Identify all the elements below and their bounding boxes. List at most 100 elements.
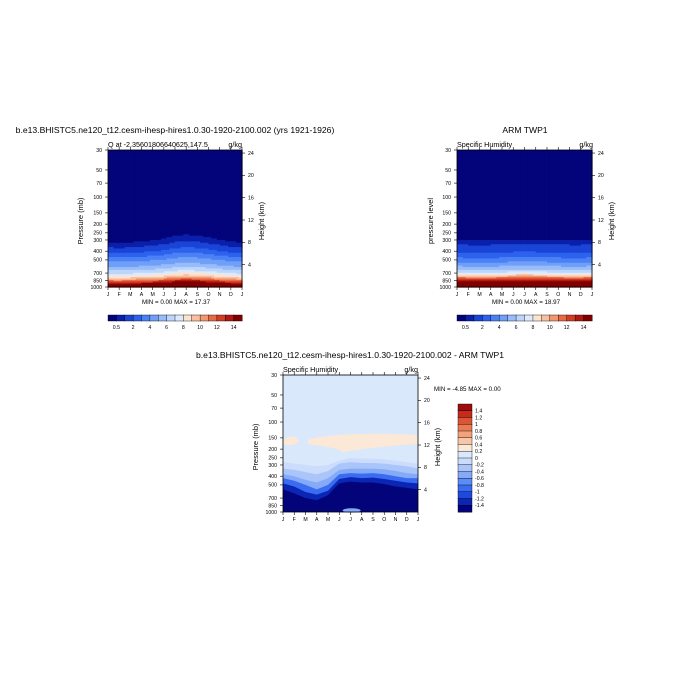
obs-field-cell xyxy=(527,257,531,262)
model-field-cell xyxy=(219,277,224,280)
model-field-cell xyxy=(163,150,168,240)
model-field-cell xyxy=(233,278,238,281)
difference-units-label: g/kg xyxy=(404,365,418,374)
model-field-cell xyxy=(127,269,131,275)
difference-x-tick-label: A xyxy=(360,517,364,523)
model-field-cell xyxy=(161,264,165,270)
difference-colorbar-label: 1 xyxy=(475,422,478,428)
model-field-cell xyxy=(175,275,179,278)
model-field-cell xyxy=(228,269,232,274)
model-field-cell xyxy=(130,252,134,258)
obs-y-tick-label: 400 xyxy=(442,249,451,255)
model-field-cell xyxy=(110,150,115,244)
model-field-cell xyxy=(108,275,112,280)
model-field-cell xyxy=(211,274,215,277)
model-field-cell xyxy=(144,277,148,280)
obs-field-cell xyxy=(580,272,585,275)
model-colorbar-label: 2 xyxy=(132,325,135,331)
model-field-cell xyxy=(194,275,198,278)
obs-field-cell xyxy=(485,278,489,281)
model-field-cell xyxy=(149,239,154,247)
obs-field-cell xyxy=(457,150,461,241)
obs-field-cell xyxy=(561,278,565,281)
model-field-cell xyxy=(225,272,229,277)
model-field-cell xyxy=(116,269,120,275)
obs-field-cell xyxy=(538,265,542,271)
obs-field-cell xyxy=(555,279,559,282)
model-field-cell xyxy=(144,275,148,278)
obs-field-cell xyxy=(473,272,478,275)
obs-field-cell xyxy=(504,281,509,288)
obs-field-cell xyxy=(572,245,576,254)
obs-field-cell xyxy=(487,281,492,288)
obs-field-cell xyxy=(468,262,472,268)
obs-field-cell xyxy=(561,281,565,288)
model-field-cell xyxy=(152,265,157,271)
obs-field-cell xyxy=(490,258,495,264)
obs-field-cell xyxy=(462,244,467,254)
obs-field-cell xyxy=(459,262,464,267)
obs-field-cell xyxy=(583,279,587,282)
model-field-cell xyxy=(155,265,159,270)
obs-field-cell xyxy=(583,269,587,274)
obs-field-cell xyxy=(535,257,540,262)
obs-field-cell xyxy=(496,274,500,277)
obs-field-cell xyxy=(507,239,512,245)
model-field-cell xyxy=(108,279,112,282)
model-field-cell xyxy=(108,278,112,281)
model-x-tick-label: D xyxy=(229,292,233,298)
obs-field-cell xyxy=(569,258,573,264)
model-field-cell xyxy=(133,267,137,271)
obs-field-cell xyxy=(465,244,469,254)
model-field-cell xyxy=(186,262,190,268)
obs-field-cell xyxy=(476,272,481,275)
model-field-cell xyxy=(222,277,226,280)
obs-field-cell xyxy=(575,275,579,278)
model-field-cell xyxy=(158,281,162,284)
obs-field-cell xyxy=(532,277,537,280)
model-field-cell xyxy=(180,235,184,242)
model-field-cell xyxy=(166,279,171,282)
model-field-cell xyxy=(149,275,154,278)
model-field-cell xyxy=(228,247,232,254)
obs-field-cell xyxy=(575,258,579,264)
model-field-cell xyxy=(211,282,215,288)
model-y-tick-label: 70 xyxy=(96,181,102,187)
obs-field-cell xyxy=(561,258,565,264)
obs-field-cell xyxy=(459,278,464,281)
model-colorbar-swatch xyxy=(116,314,126,322)
model-field-cell xyxy=(216,239,221,245)
obs-field-cell xyxy=(532,279,537,282)
obs-x-tick-label: J xyxy=(456,292,459,298)
obs-field-cell xyxy=(502,278,506,281)
model-field-cell xyxy=(121,278,126,281)
obs-field-cell xyxy=(490,279,495,282)
model-field-cell xyxy=(133,252,137,258)
model-field-cell xyxy=(161,255,165,261)
obs-field-cell xyxy=(580,277,585,280)
model-field-cell xyxy=(166,264,171,270)
obs-field-cell xyxy=(459,274,464,277)
model-field-cell xyxy=(177,150,182,237)
obs-field-cell xyxy=(462,150,467,241)
model-field-cell xyxy=(239,284,243,288)
model-field-cell xyxy=(200,252,204,260)
obs-field-cell xyxy=(527,278,531,281)
model-y-tick-label: 1000 xyxy=(90,285,102,291)
model-field-cell xyxy=(149,269,154,274)
model-field-cell xyxy=(169,258,173,265)
model-field-cell xyxy=(236,247,240,254)
obs-field-cell xyxy=(518,261,523,267)
obs-field-cell xyxy=(580,275,585,278)
obs-field-cell xyxy=(482,258,486,264)
obs-field-cell xyxy=(510,271,514,275)
obs-field-cell xyxy=(535,275,540,278)
obs-field-cell xyxy=(586,252,590,258)
obs-field-cell xyxy=(569,245,573,254)
model-field-cell xyxy=(186,272,190,275)
model-field-cell xyxy=(163,268,168,272)
model-field-cell xyxy=(138,278,143,281)
obs-field-cell xyxy=(513,271,517,275)
model-field-cell xyxy=(161,238,165,245)
obs-field-cell xyxy=(457,272,461,275)
